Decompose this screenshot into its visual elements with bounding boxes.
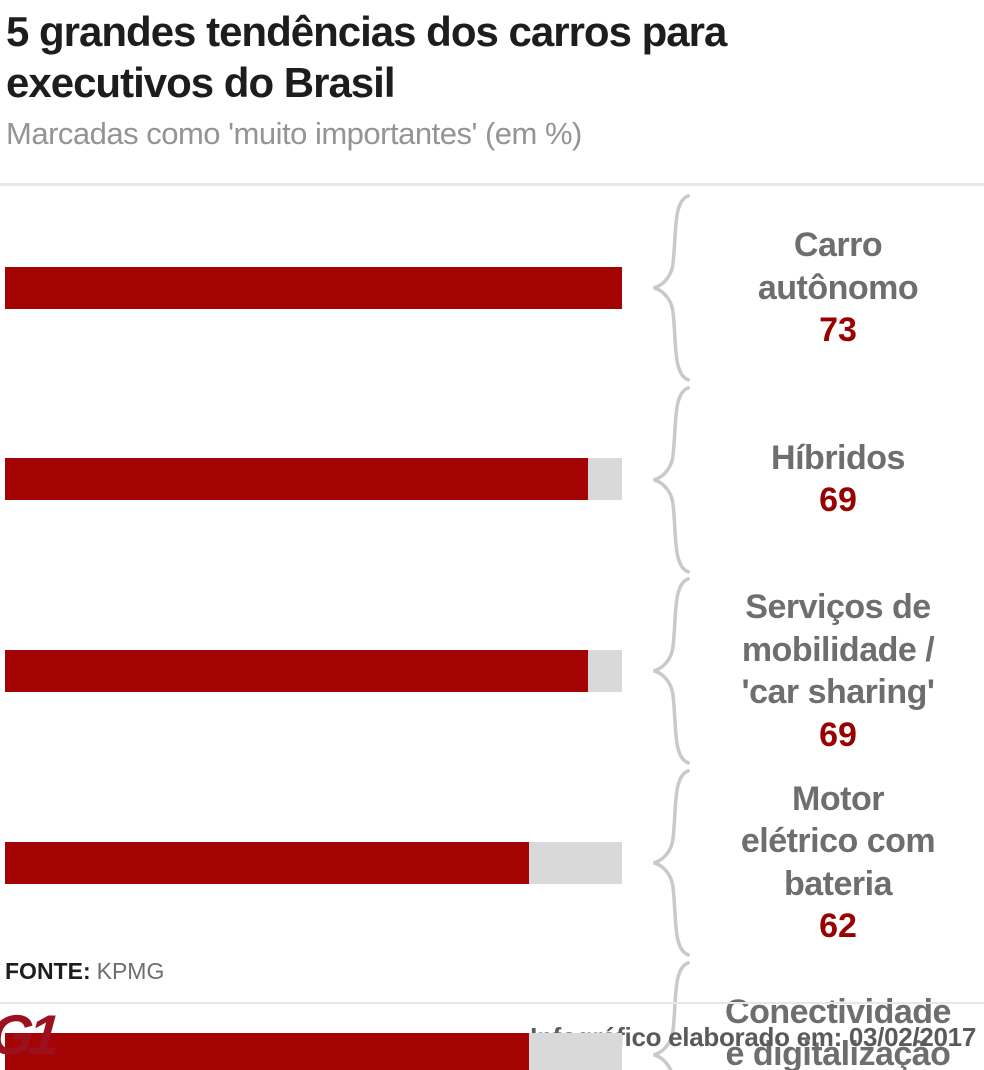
bar-label-block: Híbridos 69 [692, 437, 984, 522]
bar-value: 69 [819, 481, 857, 520]
bar-value: 73 [819, 311, 857, 350]
bar-track [5, 458, 622, 501]
bar-category-label: Conectividade e digitalização [725, 992, 951, 1070]
brace-icon [646, 384, 692, 576]
page-subtitle: Marcadas como 'muito importantes' (em %) [6, 116, 582, 152]
bar-track [5, 841, 622, 884]
brace-icon [646, 575, 692, 767]
bar-value: 69 [819, 715, 857, 754]
top-divider [0, 183, 984, 186]
source-label: FONTE: [5, 958, 91, 984]
bar-category-label: Serviços de mobilidade / 'car sharing' [741, 588, 935, 712]
chart-row: Motor elétrico com bateria 62 [5, 767, 984, 959]
bar-track [5, 266, 622, 309]
brace-icon [646, 192, 692, 384]
bar-category-label: Carro autônomo [757, 226, 919, 307]
bar-fill [5, 266, 622, 309]
chart-row: Conectividade e digitalização62 [5, 959, 984, 1070]
bar-category-label: Híbridos [771, 438, 905, 477]
bottom-divider [0, 1002, 984, 1004]
bar-label-block: Conectividade e digitalização62 [692, 991, 984, 1070]
bar-label-block: Serviços de mobilidade / 'car sharing' 69 [692, 586, 984, 756]
bar-fill [5, 458, 589, 501]
header: 5 grandes tendências dos carros para exe… [0, 0, 984, 183]
chart-row: Carro autônomo 73 [5, 192, 984, 384]
bar-chart: Carro autônomo 73 Híbridos 69 Serviços de mo… [0, 186, 984, 1070]
chart-row: Híbridos 69 [5, 384, 984, 576]
bar-fill [5, 841, 530, 884]
bar-value: 62 [819, 907, 857, 946]
bar-fill [5, 1033, 530, 1070]
brace-icon [646, 959, 692, 1070]
bar-label-block: Carro autônomo 73 [692, 224, 984, 352]
bar-track [5, 650, 622, 693]
chart-row: Serviços de mobilidade / 'car sharing' 69 [5, 575, 984, 767]
bar-fill [5, 650, 589, 693]
source-value: KPMG [96, 958, 165, 984]
g1-logo: G1 [0, 1003, 58, 1066]
bar-track [5, 1033, 622, 1070]
bar-label-block: Motor elétrico com bateria 62 [692, 778, 984, 948]
bar-category-label: Motor elétrico com bateria [740, 779, 936, 903]
page-title: 5 grandes tendências dos carros para exe… [6, 8, 727, 107]
source-line: FONTE: KPMG [0, 938, 984, 1002]
brace-icon [646, 767, 692, 959]
